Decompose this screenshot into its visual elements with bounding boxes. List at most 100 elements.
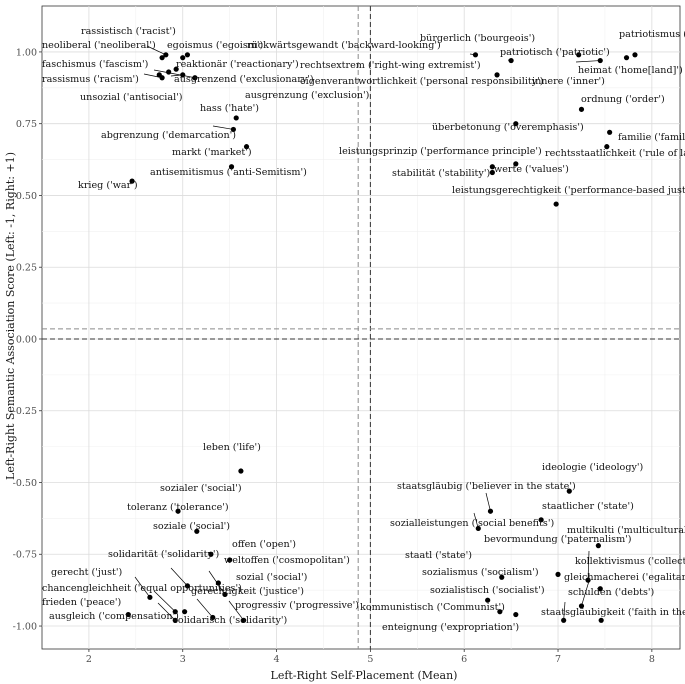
data-point-label: ideologie ('ideology'): [542, 462, 643, 473]
data-point-label: gleichmacherei ('egalitarianism'): [564, 572, 685, 583]
label-leader-line: [153, 69, 195, 79]
data-point-label: sozialistisch ('socialist'): [430, 585, 545, 596]
data-point-label: offen ('open'): [232, 539, 296, 550]
label-leader-line: [157, 602, 176, 621]
data-point-label: rückwärtsgewandt ('backward-looking'): [247, 40, 441, 51]
data-point-label: stabilität ('stability'): [392, 168, 490, 179]
data-point-label: bevormundung ('paternalism'): [484, 534, 632, 545]
y-tick-label: 0.25: [16, 263, 37, 274]
data-point-label: staatl ('state'): [405, 550, 472, 561]
data-point: [585, 577, 591, 583]
x-tick-label: 2: [86, 654, 92, 665]
label-leader-line: [575, 60, 601, 63]
data-point: [175, 508, 181, 514]
data-point: [129, 178, 135, 184]
data-point: [230, 126, 236, 133]
y-tick-label: -0.50: [13, 478, 37, 489]
label-leader-line: [228, 600, 244, 621]
data-point: [147, 594, 153, 600]
data-point-label: bürgerlich ('bourgeois'): [420, 33, 535, 44]
data-point: [184, 583, 191, 589]
data-point: [513, 611, 519, 618]
data-point-label: innere ('inner'): [532, 76, 605, 87]
data-point: [487, 508, 494, 514]
data-point: [508, 57, 514, 64]
data-point-label: rechtsstaatlichkeit ('rule of law'): [545, 148, 685, 159]
data-point: [623, 55, 630, 61]
label-leader-line: [146, 45, 166, 56]
data-point: [632, 52, 638, 58]
data-point-label: solidarisch ('solidarity'): [173, 615, 287, 626]
y-tick-label: -0.75: [13, 550, 37, 561]
label-leader-line: [134, 576, 151, 598]
data-point-label: sozialleistungen ('social benefits'): [390, 518, 554, 529]
data-point: [475, 525, 481, 532]
data-point-label: neoliberal ('neoliberal'): [42, 40, 156, 51]
data-point-label: patriotisch ('patriotic'): [500, 47, 610, 58]
data-point: [485, 597, 491, 603]
data-point-label: werte ('values'): [494, 164, 569, 175]
data-point: [576, 52, 582, 58]
label-leader-line: [473, 512, 479, 529]
label-leader-line: [170, 567, 188, 587]
data-point-label: leistungsgerechtigkeit ('performance-bas…: [452, 185, 685, 196]
data-point: [194, 528, 200, 534]
data-point-label: soziale ('social'): [153, 521, 230, 532]
label-leader-line: [587, 550, 590, 581]
data-point-label: schulden ('debts'): [568, 587, 654, 598]
data-point: [182, 609, 188, 615]
x-axis-title: Left-Right Self-Placement (Mean): [271, 669, 458, 682]
label-leader-line: [212, 125, 234, 130]
data-point: [595, 543, 601, 549]
data-point-label: rechtsextrem ('right-wing extremist'): [300, 60, 481, 71]
data-point-label: heimat ('home[land]'): [578, 65, 683, 76]
data-point-label: kommunistisch ('Communist'): [360, 602, 505, 613]
data-point-label: rassismus ('racism'): [42, 74, 139, 85]
data-point-label: ausgleich ('compensation'): [49, 611, 179, 622]
data-point-label: staatsgläubigkeit ('faith in the state'): [541, 607, 685, 618]
data-point-label: frieden ('peace'): [42, 597, 121, 608]
data-point: [497, 609, 503, 615]
data-point: [228, 164, 235, 170]
data-point: [173, 66, 179, 72]
data-point-label: solidarität ('solidarity'): [108, 549, 219, 560]
data-point: [499, 574, 505, 580]
data-point-label: ausgrenzend ('exclusionary'): [174, 74, 314, 85]
data-point-label: gerechtigkeit ('justice'): [191, 586, 304, 597]
data-point: [166, 69, 172, 75]
data-point-label: markt ('market'): [172, 147, 252, 158]
y-tick-label: -0.25: [13, 406, 37, 417]
data-point-label: faschismus ('fascism'): [42, 59, 148, 70]
data-point: [192, 75, 198, 81]
y-axis-title: Left-Right Semantic Association Score (L…: [4, 152, 17, 480]
data-point-label: multikulti ('multicultural'): [567, 525, 685, 536]
plot-panel: [41, 5, 681, 650]
data-point-label: antisemitismus ('anti-Semitism'): [150, 167, 307, 178]
data-point-label: gerecht ('just'): [51, 567, 122, 578]
data-point: [163, 52, 169, 58]
data-point: [607, 129, 613, 135]
x-tick-label: 8: [649, 654, 655, 665]
data-point: [472, 52, 479, 58]
data-point: [513, 121, 519, 127]
data-point-label: staatsgläubig ('believer in the state'): [397, 481, 576, 492]
data-point-label: unsozial ('antisocial'): [80, 92, 183, 103]
data-point: [604, 144, 610, 150]
data-point: [233, 115, 239, 121]
data-point-label: kollektivismus ('collectivism'): [575, 556, 685, 567]
data-point: [538, 517, 544, 523]
x-tick-label: 6: [461, 654, 467, 665]
data-point-label: eigenverantwortlichkeit ('personal respo…: [300, 76, 544, 87]
data-point-label: leistungsprinzip ('performance principle…: [339, 146, 542, 157]
data-point: [227, 557, 233, 563]
y-tick-label: 0.75: [16, 119, 37, 130]
y-tick-label: -1.00: [13, 621, 37, 632]
data-point-label: ausgrenzung ('exclusion'): [245, 90, 369, 101]
data-point-label: abgrenzung ('demarcation'): [101, 130, 236, 141]
label-leader-line: [196, 598, 214, 618]
data-point: [210, 614, 216, 621]
data-point: [598, 617, 604, 623]
data-point-label: leben ('life'): [203, 442, 261, 453]
